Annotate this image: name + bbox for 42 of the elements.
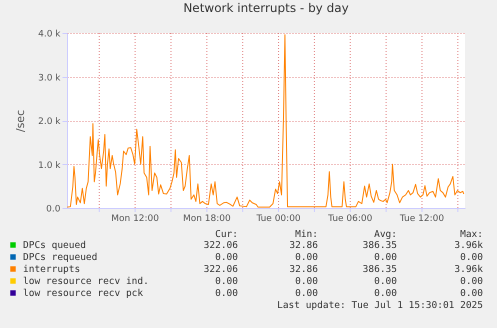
- text: 322.06: [204, 240, 238, 251]
- text: 386.35: [362, 240, 397, 251]
- x-tick-label: Mon 18:00: [182, 214, 231, 224]
- legend-label: low resource recv pck: [23, 288, 144, 299]
- text: 0.00: [460, 276, 484, 287]
- text: 0.00: [215, 276, 238, 287]
- text: 32.86: [289, 264, 318, 275]
- y-axis-title: /sec: [14, 110, 28, 132]
- text: Max:: [460, 229, 483, 240]
- text: 0.00: [460, 288, 484, 299]
- text: 0.00: [374, 288, 398, 299]
- legend-label: DPCs requeued: [23, 252, 98, 263]
- y-tick-label: 4.0 k: [38, 30, 62, 40]
- legend-label: DPCs queued: [23, 240, 86, 251]
- text: 3.96k: [454, 264, 484, 275]
- text: Last update: Tue Jul 1 15:30:01 2025: [277, 300, 483, 311]
- y-tick-label: 3.0 k: [38, 73, 62, 84]
- x-tick-label: Mon 12:00: [111, 214, 160, 224]
- text: Avg:: [374, 229, 397, 240]
- text: 0.00: [374, 252, 398, 263]
- x-tick-label: Tue 06:00: [327, 214, 373, 224]
- text: Min:: [295, 229, 318, 240]
- x-tick-label: Tue 00:00: [255, 214, 301, 224]
- text: 0.00: [215, 252, 238, 263]
- text: 0.00: [295, 252, 318, 263]
- text: 322.06: [204, 264, 238, 275]
- y-tick-label: 2.0 k: [38, 117, 62, 127]
- text: 0.00: [460, 252, 484, 263]
- y-tick-label: 1.0 k: [38, 160, 62, 171]
- x-tick-label: Tue 12:00: [398, 214, 444, 224]
- text: 3.96k: [454, 240, 484, 251]
- text: 32.86: [289, 240, 318, 251]
- legend-label: low resource recv ind.: [23, 276, 149, 287]
- text: 0.00: [374, 276, 398, 287]
- text: 386.35: [362, 264, 397, 275]
- y-tick-label: 0.0: [46, 204, 61, 214]
- legend-label: interrupts: [23, 264, 80, 275]
- text: 0.00: [295, 276, 318, 287]
- text: 0.00: [215, 288, 238, 299]
- text: 0.00: [295, 288, 318, 299]
- text: Cur:: [215, 229, 238, 240]
- chart-title: Network interrupts - by day: [183, 1, 349, 15]
